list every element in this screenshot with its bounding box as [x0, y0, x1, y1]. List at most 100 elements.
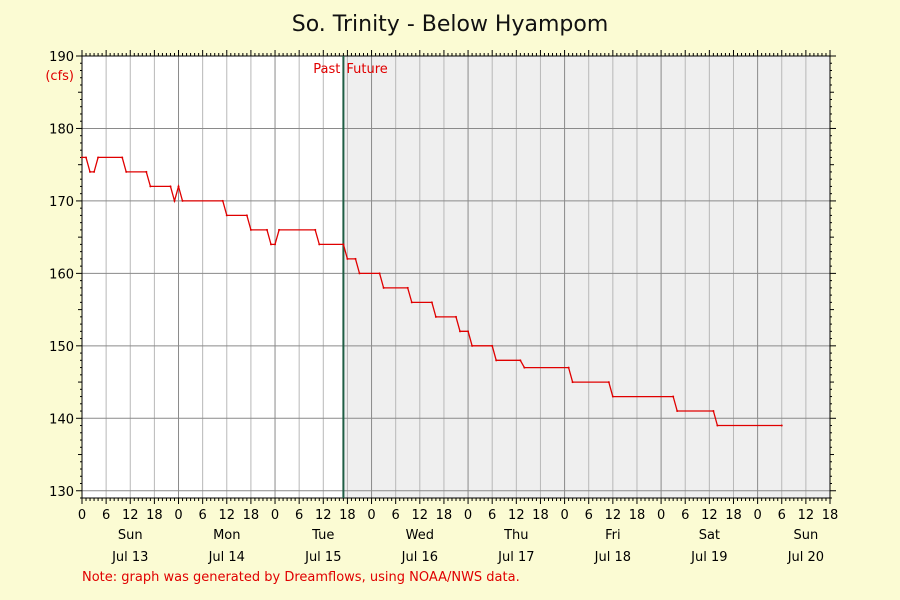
y-tick-label: 170 — [49, 195, 74, 210]
day-name-label: Tue — [311, 528, 334, 543]
flow-data-point — [245, 214, 248, 217]
flow-data-point — [249, 228, 252, 231]
flow-data-point — [567, 366, 570, 369]
day-name-label: Thu — [503, 528, 528, 543]
day-date-label: Jul 14 — [208, 550, 245, 565]
future-label: Future — [346, 62, 387, 77]
flow-data-point — [265, 228, 268, 231]
x-tick-label: 18 — [436, 508, 453, 523]
flow-data-point — [607, 381, 610, 384]
x-tick-label: 12 — [701, 508, 718, 523]
flow-data-point — [125, 170, 128, 173]
x-tick-label: 6 — [392, 508, 400, 523]
flow-data-point — [169, 185, 172, 188]
x-tick-label: 12 — [798, 508, 815, 523]
flow-data-point — [430, 301, 433, 304]
x-tick-label: 12 — [605, 508, 622, 523]
flow-data-point — [149, 185, 152, 188]
flow-data-point — [81, 156, 83, 159]
flow-data-point — [712, 410, 715, 413]
flow-data-point — [89, 170, 92, 173]
flow-data-point — [181, 199, 184, 202]
flow-data-point — [410, 301, 413, 304]
y-tick-label: 190 — [49, 50, 74, 65]
flow-data-point — [611, 395, 614, 398]
flow-data-point — [225, 214, 228, 217]
flow-data-point — [173, 199, 176, 202]
chart-title: So. Trinity - Below Hyampom — [291, 12, 609, 37]
day-date-label: Jul 19 — [690, 550, 727, 565]
flow-data-point — [342, 243, 345, 246]
flow-data-point — [346, 257, 349, 260]
flow-data-point — [495, 359, 498, 362]
flow-data-point — [121, 156, 124, 159]
future-region — [343, 56, 830, 498]
flow-data-point — [314, 228, 317, 231]
flow-data-point — [676, 410, 679, 413]
day-date-label: Jul 18 — [594, 550, 631, 565]
flow-data-point — [358, 272, 361, 275]
flow-data-point — [382, 286, 385, 289]
day-name-label: Sun — [118, 528, 143, 543]
flow-data-point — [571, 381, 574, 384]
day-date-label: Jul 17 — [497, 550, 534, 565]
flow-data-point — [270, 243, 273, 246]
day-name-label: Sun — [794, 528, 819, 543]
x-tick-label: 0 — [464, 508, 472, 523]
y-tick-label: 180 — [49, 122, 74, 137]
flow-series-line — [82, 156, 782, 427]
x-tick-label: 18 — [822, 508, 839, 523]
x-tick-label: 6 — [199, 508, 207, 523]
x-tick-label: 12 — [508, 508, 525, 523]
day-name-label: Fri — [605, 528, 621, 543]
flow-data-point — [434, 315, 437, 318]
day-date-label: Jul 13 — [111, 550, 148, 565]
day-date-label: Jul 16 — [401, 550, 438, 565]
x-tick-label: 6 — [102, 508, 110, 523]
flow-data-point — [471, 344, 474, 347]
x-tick-label: 18 — [629, 508, 646, 523]
day-name-label: Sat — [699, 528, 720, 543]
past-label: Past — [313, 62, 340, 77]
flow-data-point — [85, 156, 88, 159]
day-date-label: Jul 15 — [304, 550, 341, 565]
x-tick-label: 0 — [367, 508, 375, 523]
flow-data-point — [672, 395, 675, 398]
day-name-label: Mon — [213, 528, 240, 543]
flow-data-point — [145, 170, 148, 173]
flow-data-point — [221, 199, 224, 202]
x-tick-label: 6 — [488, 508, 496, 523]
x-tick-label: 18 — [725, 508, 742, 523]
x-tick-label: 18 — [146, 508, 163, 523]
x-tick-label: 6 — [585, 508, 593, 523]
x-tick-label: 6 — [681, 508, 689, 523]
x-tick-label: 12 — [219, 508, 236, 523]
flow-data-point — [93, 170, 96, 173]
y-tick-label: 140 — [49, 412, 74, 427]
x-tick-label: 6 — [295, 508, 303, 523]
flow-data-point — [459, 330, 462, 333]
y-tick-label: 150 — [49, 340, 74, 355]
flow-data-point — [467, 330, 470, 333]
plot-frame — [81, 55, 831, 499]
flow-data-point — [523, 366, 526, 369]
y-tick-label: 160 — [49, 267, 74, 282]
flow-data-point — [455, 315, 457, 318]
x-tick-label: 0 — [174, 508, 182, 523]
x-tick-label: 0 — [78, 508, 86, 523]
x-tick-label: 6 — [778, 508, 786, 523]
x-tick-label: 18 — [243, 508, 260, 523]
flow-data-point — [378, 272, 381, 275]
x-tick-label: 0 — [753, 508, 761, 523]
x-tick-label: 0 — [271, 508, 279, 523]
y-unit-label: (cfs) — [45, 69, 74, 84]
x-tick-label: 12 — [412, 508, 429, 523]
flow-data-point — [519, 359, 522, 362]
x-tick-label: 0 — [657, 508, 665, 523]
y-tick-label: 130 — [49, 485, 74, 500]
flow-data-point — [274, 243, 277, 246]
flow-data-point — [780, 424, 783, 427]
flow-data-point — [354, 257, 357, 260]
